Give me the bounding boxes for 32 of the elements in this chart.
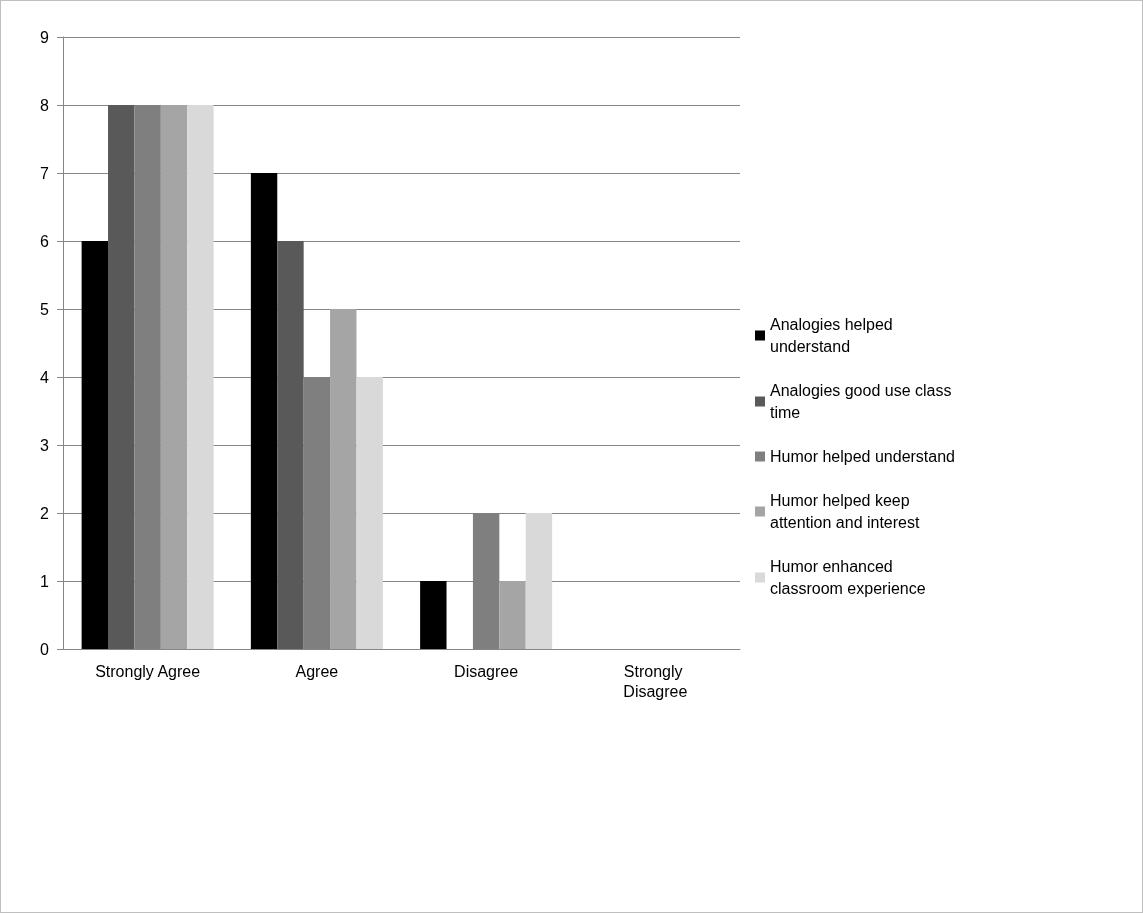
bar xyxy=(134,105,161,649)
bar xyxy=(356,377,383,649)
legend-label: Humor helped keep attention and interest xyxy=(770,492,920,531)
bar xyxy=(420,581,447,649)
y-tick-label: 1 xyxy=(40,572,50,590)
bar xyxy=(330,309,357,649)
legend-label: Humor helped understand xyxy=(770,448,956,465)
y-tick-label: 5 xyxy=(40,300,50,318)
x-tick-label: Strongly Agree xyxy=(95,662,201,680)
bar xyxy=(108,105,135,649)
y-tick-label: 0 xyxy=(40,640,50,658)
legend-label: Analogies good use class time xyxy=(770,382,956,421)
bar xyxy=(160,105,188,649)
y-tick-label: 8 xyxy=(40,96,50,114)
x-tick-label: Strongly Disagree xyxy=(623,662,688,700)
y-tick-label: 6 xyxy=(40,232,50,250)
y-tick-label: 2 xyxy=(40,504,50,522)
bar xyxy=(187,105,214,649)
y-tick-label: 4 xyxy=(40,368,50,386)
bar xyxy=(499,581,526,649)
legend-label: Humor enhanced classroom experience xyxy=(770,558,926,597)
y-tick-label: 3 xyxy=(40,436,50,454)
x-tick-label: Disagree xyxy=(454,662,519,680)
legend-label: Analogies helped understand xyxy=(770,316,898,355)
bar xyxy=(277,241,304,649)
bar xyxy=(525,513,553,649)
bar xyxy=(303,377,331,649)
y-tick-label: 7 xyxy=(40,164,50,182)
bar xyxy=(81,241,109,649)
y-tick-label: 9 xyxy=(40,28,50,46)
x-tick-label: Agree xyxy=(295,662,339,680)
bar xyxy=(250,173,278,649)
